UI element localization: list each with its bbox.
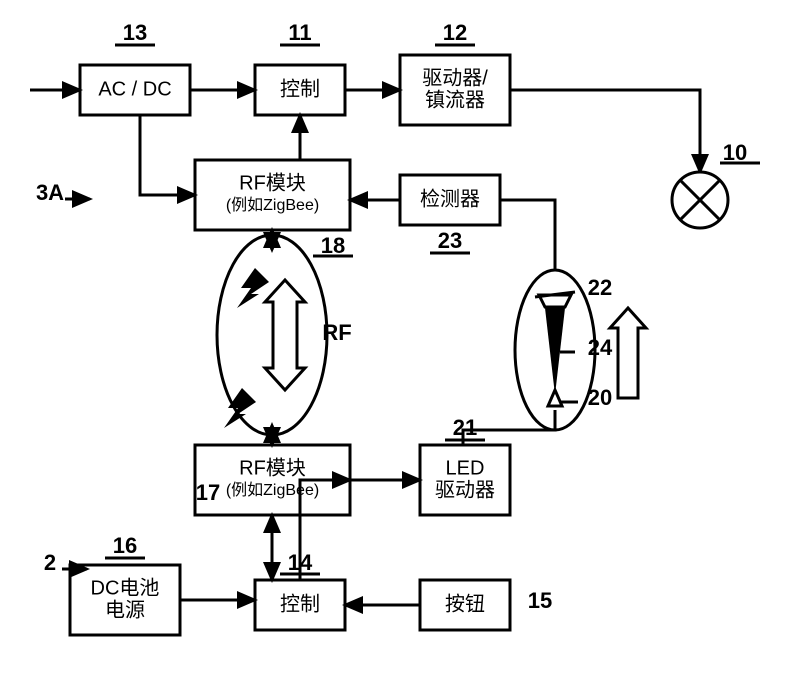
ref-24: 24	[588, 335, 613, 360]
ref-22: 22	[588, 275, 612, 300]
block-ctrl1-label: 控制	[280, 77, 320, 100]
ref-18: 18	[321, 233, 345, 258]
block-rf2-label: RF模块	[239, 456, 306, 479]
ref-15: 15	[528, 588, 552, 613]
ref-12: 12	[443, 20, 467, 45]
rf-label: RF	[322, 320, 351, 345]
block-ctrl2-label: 控制	[280, 592, 320, 615]
ref-11: 11	[288, 20, 311, 45]
block-dc-label: DC电池	[91, 576, 160, 599]
block-led-label: 驱动器	[435, 478, 495, 501]
block-rf1-label: RF模块	[239, 171, 306, 194]
ref-23: 23	[438, 228, 462, 253]
ref-13: 13	[123, 20, 147, 45]
block-detect-label: 检测器	[420, 187, 480, 210]
block-acdc-label: AC / DC	[98, 78, 171, 100]
block-rf1-label: (例如ZigBee)	[226, 196, 319, 214]
ref-16: 16	[113, 533, 137, 558]
block-rf1	[195, 160, 350, 230]
block-driver-label: 驱动器/	[422, 66, 488, 89]
ref-10: 10	[723, 140, 747, 165]
rf-bidir-arrow	[265, 280, 305, 390]
ref-2: 2	[44, 550, 56, 575]
ref-17: 17	[196, 480, 220, 505]
ref-21: 21	[453, 415, 477, 440]
connector	[500, 200, 555, 270]
block-led-label: LED	[446, 457, 485, 479]
ref-3A: 3A	[36, 180, 64, 205]
block-dc-label: 电源	[105, 598, 145, 621]
arrow	[140, 115, 195, 195]
arrow	[510, 90, 700, 172]
block-btn-label: 按钮	[445, 592, 485, 615]
uplink-arrow	[610, 308, 646, 398]
block-rf2-label: (例如ZigBee)	[226, 481, 319, 499]
block-driver-label: 镇流器	[425, 88, 485, 111]
